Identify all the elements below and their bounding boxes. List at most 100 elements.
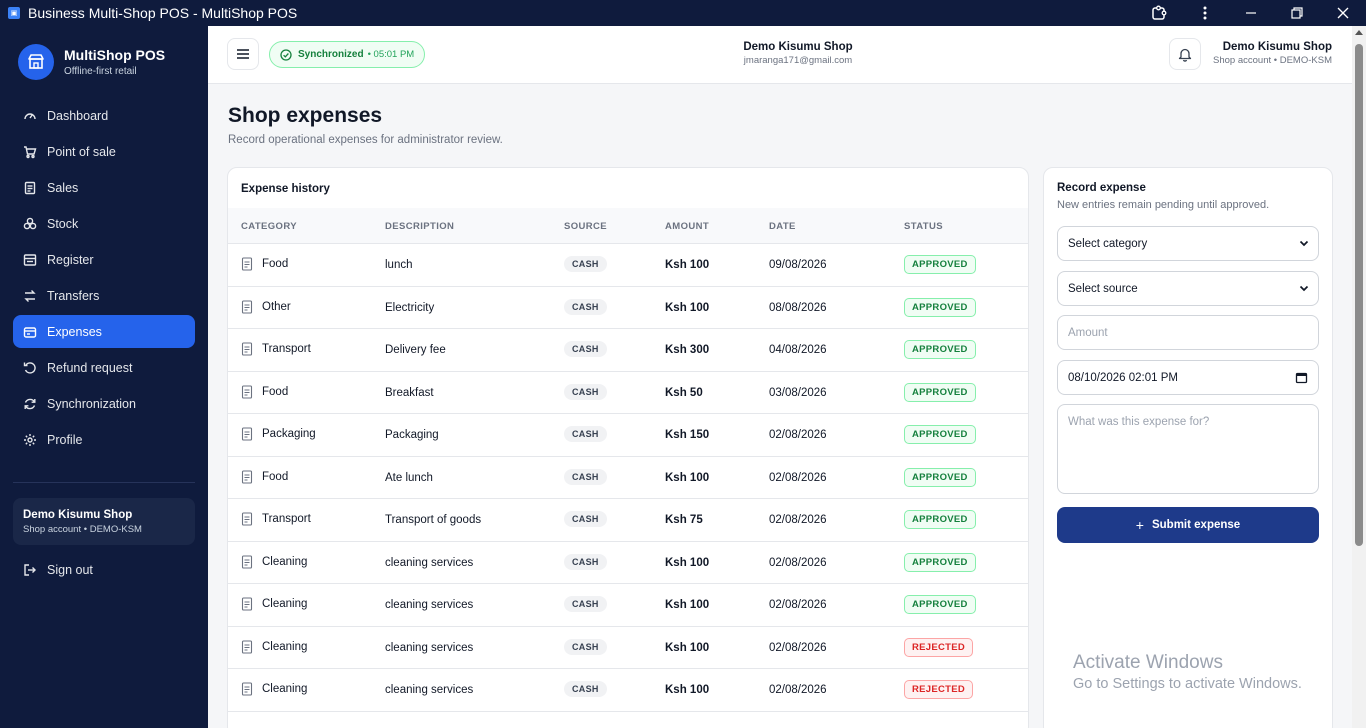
boxes-icon — [23, 217, 37, 231]
page-scrollbar[interactable] — [1352, 26, 1366, 728]
table-row[interactable]: Transport Delivery fee CASH Ksh 300 04/0… — [228, 329, 1028, 372]
amount-cell: Ksh 150 — [665, 429, 710, 441]
source-badge: CASH — [564, 638, 607, 655]
category-select[interactable]: Select category — [1057, 226, 1319, 261]
sync-status-badge[interactable]: Synchronized • 05:01 PM — [269, 41, 426, 68]
table-row[interactable]: Food lunch CASH Ksh 100 09/08/2026 APPRO… — [228, 244, 1028, 287]
source-select[interactable]: Select source — [1057, 271, 1319, 306]
sidebar-item-synchronization[interactable]: Synchronization — [13, 387, 195, 420]
header-account[interactable]: Demo Kisumu Shop Shop account • DEMO-KSM — [1213, 41, 1332, 66]
sidebar-item-refund-request[interactable]: Refund request — [13, 351, 195, 384]
description-cell: Transport of goods — [385, 514, 482, 526]
table-row[interactable]: Transport Transport of goods CASH Ksh 75… — [228, 499, 1028, 542]
column-header-amount: AMOUNT — [665, 221, 710, 232]
sign-out-button[interactable]: Sign out — [13, 555, 195, 585]
sidebar-item-transfers[interactable]: Transfers — [13, 279, 195, 312]
menu-toggle-button[interactable] — [227, 38, 259, 70]
status-badge: APPROVED — [904, 467, 976, 487]
date-cell: 03/08/2026 — [769, 386, 827, 399]
date-cell: 02/08/2026 — [769, 684, 827, 696]
restore-icon[interactable] — [1274, 0, 1320, 26]
date-cell: 08/08/2026 — [769, 301, 827, 314]
status-badge: APPROVED — [904, 552, 976, 572]
table-row[interactable]: Cleaning cleaning services CASH Ksh 100 … — [228, 542, 1028, 584]
sidebar-item-dashboard[interactable]: Dashboard — [13, 99, 195, 132]
category-text: Transport — [262, 343, 311, 355]
scroll-up-arrow-icon[interactable] — [1355, 30, 1363, 35]
close-icon[interactable] — [1320, 0, 1366, 26]
amount-cell: Ksh 100 — [665, 599, 710, 611]
amount-cell: Ksh 100 — [665, 259, 710, 271]
source-badge: CASH — [564, 341, 607, 357]
header-email: jmaranga171@gmail.com — [743, 55, 853, 66]
category-text: Food — [262, 385, 289, 398]
status-badge: APPROVED — [904, 510, 976, 529]
submit-expense-label: Submit expense — [1151, 519, 1241, 531]
sidebar-item-expenses[interactable]: Expenses — [13, 315, 195, 348]
status-badge: REJECTED — [904, 680, 974, 699]
category-cell: Cleaning — [241, 682, 307, 696]
more-icon[interactable] — [1182, 0, 1228, 26]
sidebar-item-register[interactable]: Register — [13, 243, 195, 276]
table-row[interactable]: Cleaning cleaning services CASH Ksh 100 … — [228, 584, 1028, 627]
document-icon — [241, 469, 253, 484]
table-row[interactable]: Food Breakfast CASH Ksh 50 03/08/2026 AP… — [228, 372, 1028, 414]
extension-icon[interactable] — [1136, 0, 1182, 26]
top-header: Synchronized • 05:01 PM Demo Kisumu Shop… — [208, 26, 1352, 84]
table-row[interactable]: Cleaning cleaning services CASH Ksh 100 … — [228, 627, 1028, 669]
sidebar-item-label: Point of sale — [47, 144, 116, 159]
category-text: Cleaning — [262, 555, 308, 568]
document-icon — [241, 597, 253, 611]
pos-app-icon: ▣ — [8, 7, 20, 19]
cart-icon — [23, 145, 37, 159]
status-badge: APPROVED — [904, 297, 976, 317]
table-row[interactable]: Cleaning cleaning services CASH Ksh 100 … — [228, 669, 1028, 712]
table-row[interactable]: Packaging Packaging CASH Ksh 150 02/08/2… — [228, 414, 1028, 457]
sidebar-item-point-of-sale[interactable]: Point of sale — [13, 135, 195, 168]
table-row[interactable]: Other Electricity CASH Ksh 100 08/08/202… — [228, 287, 1028, 329]
calendar-icon — [1295, 372, 1308, 384]
sidebar-item-sales[interactable]: Sales — [13, 171, 195, 204]
category-select-value: Select category — [1068, 237, 1148, 250]
document-icon — [241, 682, 253, 696]
category-cell: Transport — [241, 342, 311, 356]
document-icon — [241, 554, 253, 569]
description-cell: Electricity — [385, 301, 435, 314]
account-name: Demo Kisumu Shop — [23, 509, 133, 521]
column-header-source: SOURCE — [564, 221, 608, 232]
submit-expense-button[interactable]: + Submit expense — [1057, 507, 1319, 543]
sync-icon — [23, 397, 37, 411]
description-cell: Ate lunch — [385, 471, 433, 484]
expense-note-textarea[interactable]: What was this expense for? — [1057, 404, 1319, 494]
gear-icon — [23, 433, 37, 447]
notifications-button[interactable] — [1169, 38, 1201, 70]
record-expense-card: Record expense New entries remain pendin… — [1043, 167, 1333, 728]
sidebar-item-profile[interactable]: Profile — [13, 423, 195, 456]
sidebar-item-label: Refund request — [47, 360, 133, 375]
date-cell: 02/08/2026 — [769, 514, 827, 526]
amount-cell: Ksh 100 — [665, 556, 710, 569]
source-badge: CASH — [564, 426, 607, 442]
sidebar-item-label: Transfers — [47, 288, 100, 303]
datetime-input[interactable]: 08/10/2026 02:01 PM — [1057, 360, 1319, 395]
minimize-icon[interactable] — [1228, 0, 1274, 26]
sidebar-divider — [13, 482, 195, 483]
date-cell: 09/08/2026 — [769, 259, 827, 271]
category-text: Cleaning — [262, 598, 308, 610]
table-row[interactable]: Food Ate lunch CASH Ksh 100 02/08/2026 A… — [228, 457, 1028, 499]
amount-input[interactable]: Amount — [1057, 315, 1319, 350]
document-icon — [241, 342, 253, 356]
header-shop-info: Demo Kisumu Shop jmaranga171@gmail.com — [698, 41, 898, 66]
scroll-thumb[interactable] — [1355, 44, 1363, 546]
sidebar-item-stock[interactable]: Stock — [13, 207, 195, 240]
header-shop-name: Demo Kisumu Shop — [743, 41, 853, 53]
description-cell: cleaning services — [385, 684, 474, 696]
category-text: Transport — [262, 513, 311, 525]
register-icon — [23, 253, 37, 267]
account-card[interactable]: Demo Kisumu Shop Shop account • DEMO-KSM — [13, 498, 195, 545]
category-text: Cleaning — [262, 683, 308, 695]
amount-cell: Ksh 75 — [665, 514, 703, 526]
date-cell: 02/08/2026 — [769, 599, 827, 611]
date-cell: 02/08/2026 — [769, 641, 827, 654]
source-badge: CASH — [564, 383, 607, 400]
